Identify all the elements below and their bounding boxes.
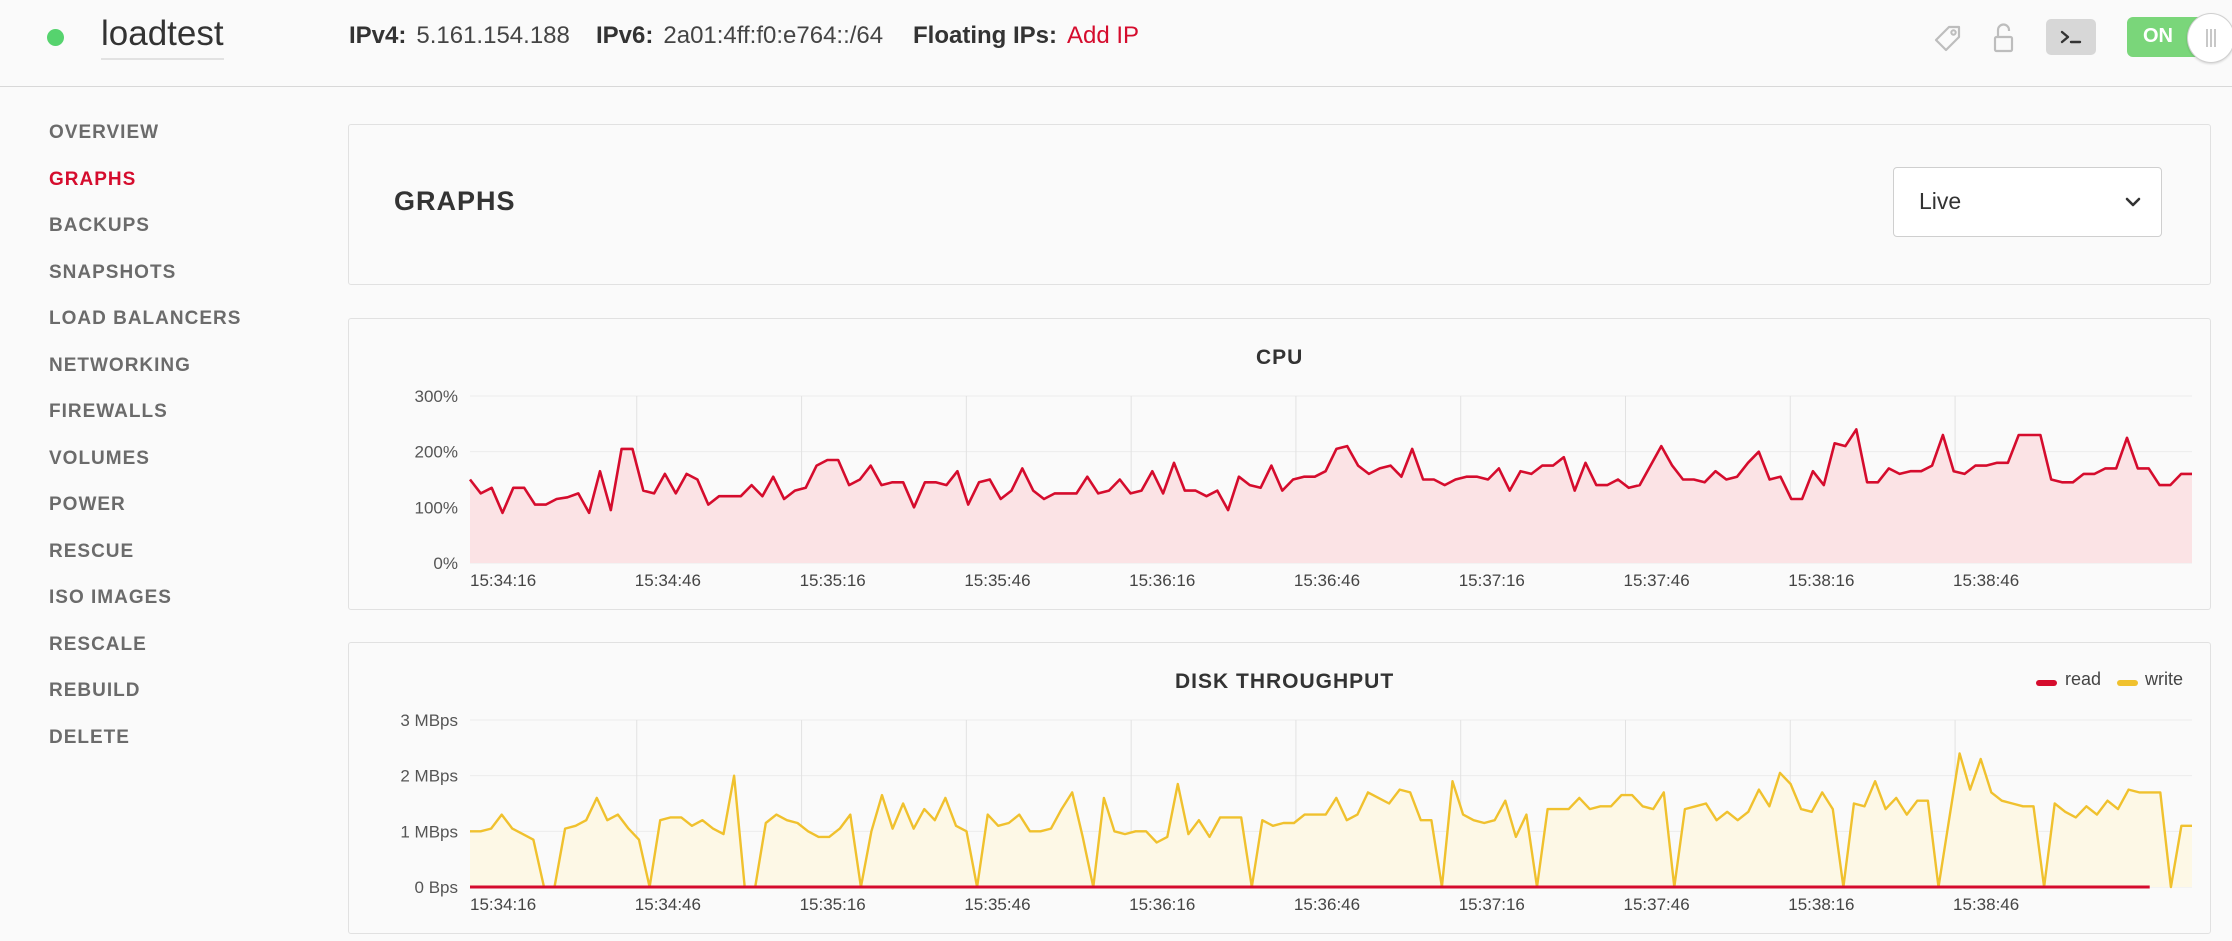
chart-1-y-tick-label: 2 MBps: [400, 767, 458, 786]
sidebar-nav: OVERVIEW GRAPHS BACKUPS SNAPSHOTS LOAD B…: [0, 86, 330, 941]
sidebar-item-overview[interactable]: OVERVIEW: [49, 122, 160, 143]
sidebar-item-backups[interactable]: BACKUPS: [49, 215, 150, 236]
chart-1-x-tick-label: 15:34:46: [635, 895, 701, 914]
sidebar-item-power[interactable]: POWER: [49, 494, 126, 515]
sidebar-item-rebuild[interactable]: REBUILD: [49, 680, 141, 701]
disk-chart: 0 Bps 1 MBps 2 MBps 3 MBps 15:34:16 15:34:46 1…: [400, 711, 2192, 914]
sidebar-item-volumes[interactable]: VOLUMES: [49, 448, 150, 469]
chart-1-x-tick-label: 15:38:46: [1953, 895, 2019, 914]
floating-ips-info: Floating IPs: Add IP: [913, 22, 1139, 50]
sidebar-item-snapshots[interactable]: SNAPSHOTS: [49, 262, 177, 283]
chart-1-x-tick-label: 15:38:16: [1788, 895, 1854, 914]
chart-0-x-tick-label: 15:37:46: [1623, 571, 1689, 590]
cpu-chart: 0% 100% 200% 300% 15:34:16 15:34:46 15:35:16 15…: [415, 387, 2192, 590]
power-toggle-label: ON: [2143, 25, 2173, 47]
page-title: GRAPHS: [394, 186, 516, 216]
ipv6-value[interactable]: 2a01:4ff:f0:e764::/64: [663, 22, 884, 49]
chart-0-x-tick-label: 15:35:46: [964, 571, 1030, 590]
time-range-select[interactable]: Live: [1893, 167, 2162, 237]
chart-1-y-tick-label: 0 Bps: [415, 878, 458, 897]
toggle-knob-icon[interactable]: [2187, 13, 2232, 63]
chart-1-y-tick-label: 1 MBps: [400, 822, 458, 841]
chart-0-y-tick-label: 0%: [433, 554, 458, 573]
ipv4-info: IPv4: 5.161.154.188: [349, 22, 570, 50]
floating-ips-label: Floating IPs:: [913, 22, 1057, 49]
sidebar-item-graphs[interactable]: GRAPHS: [49, 169, 137, 190]
chart-0-y-tick-label: 200%: [415, 443, 458, 462]
legend-write-label: write: [2145, 669, 2184, 689]
chart-1-x-tick-label: 15:36:46: [1294, 895, 1360, 914]
console-button[interactable]: [2046, 19, 2096, 55]
server-name[interactable]: loadtest: [101, 14, 224, 60]
chart-1-x-tick-label: 15:36:16: [1129, 895, 1195, 914]
disk-chart-title: DISK THROUGHPUT: [1175, 670, 1395, 693]
status-indicator: [47, 29, 64, 46]
chart-0-y-tick-label: 100%: [415, 498, 458, 517]
chart-1-y-tick-label: 3 MBps: [400, 711, 458, 730]
sidebar-item-rescue[interactable]: RESCUE: [49, 541, 135, 562]
chart-0-x-tick-label: 15:36:16: [1129, 571, 1195, 590]
series-area-write: [470, 753, 2192, 887]
chart-1-x-tick-label: 15:37:16: [1459, 895, 1525, 914]
sidebar-item-networking[interactable]: NETWORKING: [49, 355, 191, 376]
tag-icon[interactable]: [1929, 20, 1965, 56]
chart-0-x-tick-label: 15:34:46: [635, 571, 701, 590]
chart-0-x-tick-label: 15:38:46: [1953, 571, 2019, 590]
series-line-write: [470, 752, 2192, 889]
legend-read-label: read: [2065, 669, 2102, 689]
cpu-chart-title: CPU: [1256, 346, 1304, 369]
sidebar-item-rescale[interactable]: RESCALE: [49, 634, 147, 655]
time-range-value: Live: [1919, 188, 1962, 214]
legend-write-swatch: [2117, 680, 2138, 686]
sidebar-item-iso-images[interactable]: ISO IMAGES: [49, 587, 172, 608]
series-area-0: [470, 429, 2192, 563]
chart-0-x-tick-label: 15:36:46: [1294, 571, 1360, 590]
power-toggle[interactable]: ON: [2127, 13, 2232, 63]
chart-1-x-tick-label: 15:35:46: [964, 895, 1030, 914]
chart-1-x-tick-label: 15:37:46: [1623, 895, 1689, 914]
legend-read-swatch: [2036, 680, 2057, 686]
chart-1-x-tick-label: 15:35:16: [800, 895, 866, 914]
chart-0-x-tick-label: 15:38:16: [1788, 571, 1854, 590]
chevron-down-icon: [2125, 197, 2141, 207]
unlock-icon[interactable]: [1986, 20, 2022, 56]
console-icon: [2060, 30, 2082, 44]
add-ip-link[interactable]: Add IP: [1067, 22, 1140, 49]
ipv4-value[interactable]: 5.161.154.188: [416, 22, 570, 49]
chart-0-x-tick-label: 15:35:16: [800, 571, 866, 590]
series-line-chart-0: [468, 428, 2192, 515]
sidebar-item-load-balancers[interactable]: LOAD BALANCERS: [49, 308, 242, 329]
chart-1-x-tick-label: 15:34:16: [470, 895, 536, 914]
sidebar-item-firewalls[interactable]: FIREWALLS: [49, 401, 168, 422]
sidebar-item-delete[interactable]: DELETE: [49, 727, 130, 748]
chart-0-x-tick-label: 15:34:16: [470, 571, 536, 590]
chart-0-x-tick-label: 15:37:16: [1459, 571, 1525, 590]
server-header: loadtest IPv4: 5.161.154.188 IPv6: 2a01:4f…: [0, 0, 2232, 87]
ipv4-label: IPv4:: [349, 22, 407, 49]
ipv6-label: IPv6:: [596, 22, 654, 49]
ipv6-info: IPv6: 2a01:4ff:f0:e764::/64: [596, 22, 883, 50]
chart-0-y-tick-label: 300%: [415, 387, 458, 406]
